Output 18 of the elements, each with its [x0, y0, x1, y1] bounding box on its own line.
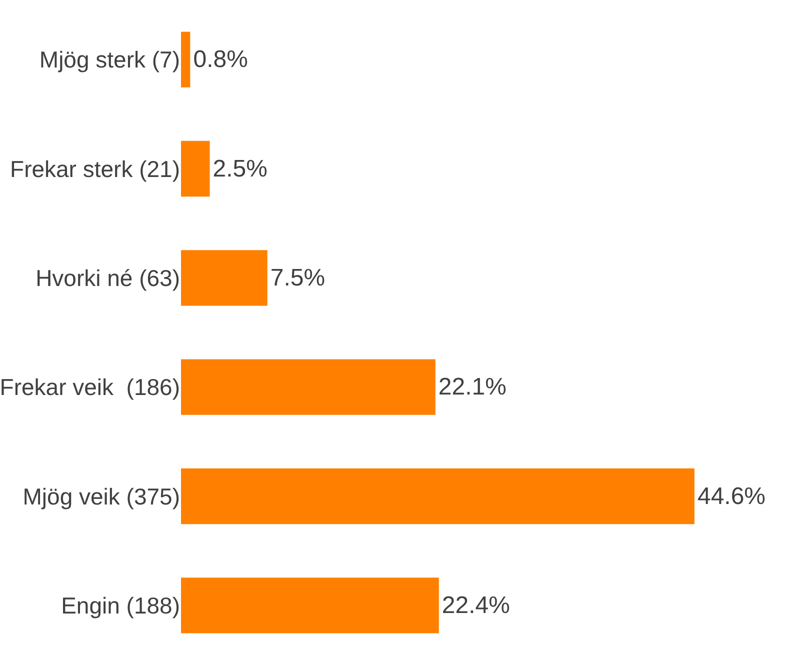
y-tick-label: Engin (188) — [61, 592, 180, 618]
bar — [181, 32, 190, 88]
bar — [181, 140, 210, 197]
y-tick-label: Frekar veik (186) — [0, 374, 180, 400]
data-label: 7.5% — [270, 264, 326, 292]
data-label: 44.6% — [697, 482, 766, 510]
bar — [181, 468, 694, 524]
y-tick-label: Hvorki né (63) — [36, 264, 180, 291]
y-tick-label: Mjög sterk (7) — [39, 46, 180, 73]
y-tick-label: Mjög veik (375) — [22, 483, 180, 510]
data-label: 0.8% — [193, 46, 248, 74]
data-label: 22.1% — [438, 374, 506, 401]
y-tick-label: Frekar sterk (21) — [10, 156, 180, 182]
data-label: 22.4% — [442, 592, 510, 619]
bar — [181, 359, 436, 415]
bar — [181, 578, 439, 634]
data-label: 2.5% — [212, 155, 268, 182]
bar — [181, 250, 268, 306]
